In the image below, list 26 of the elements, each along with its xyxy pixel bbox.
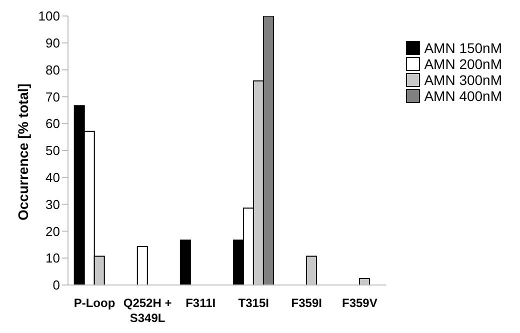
legend-label: AMN 150nM bbox=[424, 40, 502, 56]
y-tick-label: 80 bbox=[46, 62, 60, 78]
x-tick-label: Q252H + S349L bbox=[123, 296, 172, 325]
bar bbox=[136, 246, 148, 285]
y-tick-label: 100 bbox=[38, 8, 60, 24]
x-tick-label: T315I bbox=[238, 296, 269, 310]
y-tick-label: 30 bbox=[46, 196, 60, 212]
legend-label: AMN 300nM bbox=[424, 72, 502, 88]
x-tick-label: F359V bbox=[342, 296, 378, 310]
x-tick-label: F311I bbox=[186, 296, 216, 310]
bar bbox=[359, 278, 370, 285]
y-tick-label: 40 bbox=[46, 170, 60, 186]
y-tick-label: 50 bbox=[46, 143, 60, 158]
x-tick-label: P-Loop bbox=[74, 296, 116, 310]
x-tick-label: F359I bbox=[291, 296, 322, 310]
y-tick-label: 20 bbox=[46, 224, 60, 239]
y-tick-label: 70 bbox=[46, 89, 60, 104]
y-axis-title: Occurrence [% total] bbox=[14, 84, 31, 220]
bar bbox=[306, 256, 317, 285]
legend-label: AMN 200nM bbox=[424, 56, 502, 72]
bar bbox=[180, 240, 191, 285]
legend-label: AMN 400nM bbox=[424, 88, 502, 104]
y-tick-label: 90 bbox=[46, 36, 60, 51]
y-tick-label: 60 bbox=[46, 116, 60, 132]
y-tick-label: 10 bbox=[46, 250, 60, 266]
y-tick-label: 0 bbox=[52, 278, 60, 293]
